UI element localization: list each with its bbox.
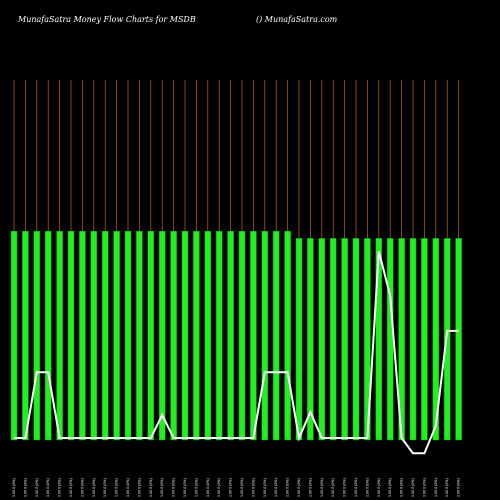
x-tick-label: 1.00 0 (0%): [126, 478, 130, 497]
bar: [158, 230, 166, 441]
x-tick-label: 1.00 0 (0%): [422, 478, 426, 497]
bar: [432, 238, 440, 441]
bar: [79, 230, 86, 441]
bar: [421, 238, 428, 441]
x-tick-label: 1.00 0 (0%): [240, 478, 244, 497]
x-tick-label: 1.00 0 (0%): [92, 478, 96, 497]
bar: [181, 230, 189, 441]
bar: [56, 230, 63, 441]
x-tick-label: 1.00 0 (0%): [354, 478, 358, 497]
x-tick-label: 1.00 0 (0%): [46, 478, 50, 497]
bar: [375, 238, 383, 441]
x-tick-label: 1.00 0 (0%): [194, 478, 198, 497]
bar: [10, 230, 18, 441]
bar: [295, 238, 303, 441]
x-tick-label: 1.00 0 (0%): [434, 478, 438, 497]
bar: [147, 230, 155, 441]
bar: [409, 238, 417, 441]
bar: [136, 230, 143, 441]
x-tick-label: 1.00 0 (0%): [80, 478, 84, 497]
x-tick-label: 1.00 0 (0%): [12, 478, 16, 497]
bar: [364, 238, 371, 441]
bar: [261, 230, 269, 441]
bar: [250, 230, 257, 441]
x-tick-label: 1.00 0 (0%): [206, 478, 210, 497]
bar: [170, 230, 177, 441]
bar: [22, 230, 29, 441]
bar: [329, 238, 337, 441]
x-tick-label: 1.00 0 (0%): [445, 478, 449, 497]
x-tick-label: 1.00 0 (0%): [377, 478, 381, 497]
x-tick-label: 1.00 0 (0%): [69, 478, 73, 497]
bar: [193, 230, 200, 441]
bar: [67, 230, 75, 441]
bar: [113, 230, 120, 441]
bar: [386, 238, 394, 441]
x-tick-label: 1.00 0 (0%): [320, 478, 324, 497]
bar: [124, 230, 132, 441]
bar: [307, 238, 314, 441]
x-tick-label: 1.00 0 (0%): [286, 478, 290, 497]
x-tick-label: 1.00 0 (0%): [149, 478, 153, 497]
x-tick-label: 1.00 0 (0%): [58, 478, 62, 497]
bar: [101, 230, 109, 441]
site-credit: () MunafaSatra.com: [256, 15, 338, 24]
x-tick-label: 1.00 0 (0%): [388, 478, 392, 497]
x-tick-label: 1.00 0 (0%): [23, 478, 27, 497]
bar: [215, 230, 223, 441]
bar: [90, 230, 98, 441]
x-tick-label: 1.00 0 (0%): [411, 478, 415, 497]
x-axis-tick-labels: 1.00 0 (0%) 1.00 0 (0%) 1.00 0 (0%) 1.00 0 …: [12, 478, 461, 497]
bar: [352, 238, 360, 441]
x-tick-label: 1.00 0 (0%): [229, 478, 233, 497]
x-tick-label: 1.00 0 (0%): [103, 478, 107, 497]
x-tick-label: 1.00 0 (0%): [263, 478, 267, 497]
bar: [284, 230, 291, 441]
bar: [398, 238, 405, 441]
bar: [455, 238, 462, 441]
x-tick-label: 1.00 0 (0%): [274, 478, 278, 497]
x-tick-label: 1.00 0 (0%): [35, 478, 39, 497]
x-tick-label: 1.00 0 (0%): [217, 478, 221, 497]
x-tick-label: 1.00 0 (0%): [331, 478, 335, 497]
money-flow-line: [14, 251, 459, 455]
bar: [33, 230, 41, 441]
x-tick-label: 1.00 0 (0%): [343, 478, 347, 497]
money-flow-line-series: [14, 251, 459, 455]
x-tick-label: 1.00 0 (0%): [251, 478, 255, 497]
bar: [318, 238, 326, 441]
bar-series: [10, 230, 462, 441]
x-tick-label: 1.00 0 (0%): [400, 478, 404, 497]
x-tick-label: 1.00 0 (0%): [115, 478, 119, 497]
bar: [341, 238, 348, 441]
x-tick-label: 1.00 0 (0%): [172, 478, 176, 497]
x-tick-label: 1.00 0 (0%): [457, 478, 461, 497]
x-tick-label: 1.00 0 (0%): [160, 478, 164, 497]
x-tick-label: 1.00 0 (0%): [308, 478, 312, 497]
x-tick-label: 1.00 0 (0%): [183, 478, 187, 497]
chart-title: MunafaSatra Money Flow Charts for MSDB: [17, 15, 196, 24]
x-tick-label: 1.00 0 (0%): [297, 478, 301, 497]
x-tick-label: 1.00 0 (0%): [137, 478, 141, 497]
bar: [272, 230, 280, 441]
x-tick-label: 1.00 0 (0%): [365, 478, 369, 497]
bar: [227, 230, 234, 441]
bar: [44, 230, 52, 441]
bar: [204, 230, 212, 441]
bar: [238, 230, 246, 441]
